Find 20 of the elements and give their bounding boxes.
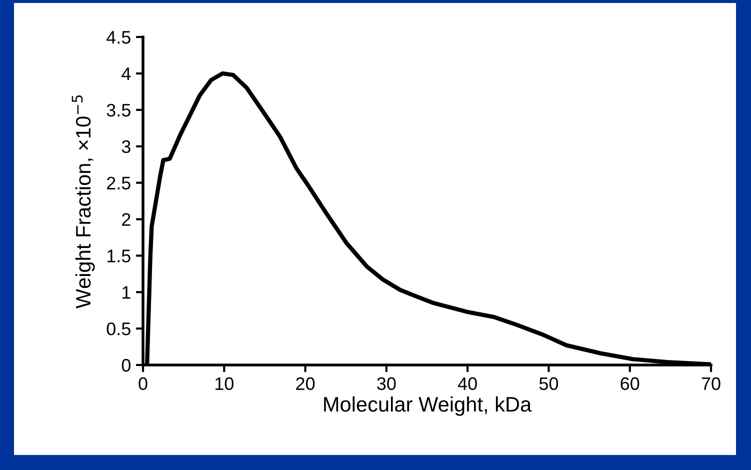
y-tick-label: 1.5 xyxy=(107,250,130,262)
y-tick-label: 4.5 xyxy=(106,31,130,44)
y-axis-title: Weight Fraction, ×10$^{−5}$ xyxy=(72,95,95,309)
x-tick-label: 10 xyxy=(215,377,234,390)
x-tick-label: 50 xyxy=(539,377,558,390)
x-tick-label: 40 xyxy=(458,377,477,390)
x-tick-label: 70 xyxy=(702,377,720,390)
y-tick-label: 0 xyxy=(122,358,130,372)
y-tick-label: 0.5 xyxy=(106,322,130,336)
y-tick-label: 1 xyxy=(122,286,130,299)
x-tick-label: 0 xyxy=(138,377,148,390)
y-tick-label: 3.5 xyxy=(106,104,130,117)
x-tick-label: 60 xyxy=(620,377,640,390)
y-tick-label: 4 xyxy=(122,68,131,80)
x-tick-label: 20 xyxy=(296,377,315,390)
y-tick-label: 3 xyxy=(122,140,130,154)
y-tick-label: 2.5 xyxy=(107,176,130,190)
y-tick-label: 2 xyxy=(122,213,130,226)
x-axis-title: Molecular Weight, kDa xyxy=(324,396,532,416)
x-tick-label: 30 xyxy=(377,377,396,390)
